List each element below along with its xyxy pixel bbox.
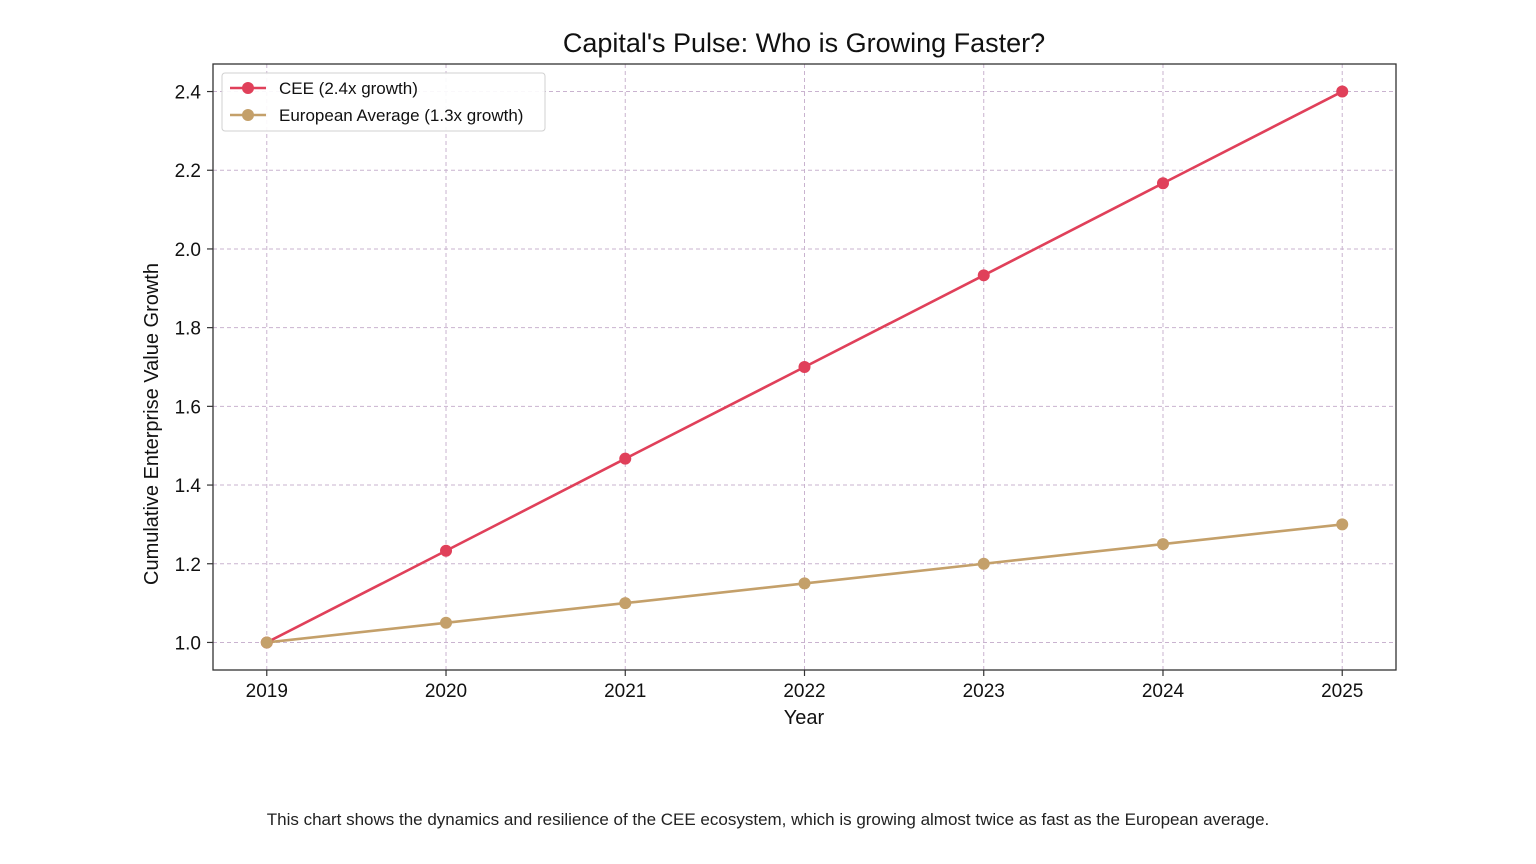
x-tick-label: 2024 [1142,681,1185,702]
data-point-cee [1156,177,1169,190]
x-tick-label: 2023 [963,681,1005,702]
y-tick-label: 1.2 [175,555,201,576]
data-point-european-average [977,557,990,570]
data-point-european-average [619,597,632,610]
data-point-european-average [798,577,811,590]
legend-marker [242,109,254,121]
legend-label: European Average (1.3x growth) [279,106,523,125]
x-tick-label: 2019 [246,681,288,702]
y-tick-label: 2.2 [175,161,201,182]
data-point-cee [440,544,453,557]
y-tick-label: 1.4 [175,476,202,497]
y-tick-label: 1.6 [175,397,201,418]
data-point-cee [1336,85,1349,98]
chart-caption: This chart shows the dynamics and resili… [266,810,1270,829]
data-point-european-average [260,636,273,649]
y-axis-label: Cumulative Enterprise Value Growth [141,263,163,585]
data-point-cee [798,361,811,373]
y-tick-label: 1.0 [175,633,201,654]
data-point-european-average [440,616,453,629]
data-point-european-average [1336,518,1349,531]
y-tick-label: 2.4 [175,83,202,104]
y-tick-label: 1.8 [175,319,201,340]
legend-label: CEE (2.4x growth) [279,79,418,98]
x-tick-label: 2020 [425,681,467,702]
y-tick-label: 2.0 [175,240,201,261]
axes: 2019 2020 2021 2022 2023 2024 2025 1.0 1.2 1.4 1.6… [175,63,1397,702]
series-lines [260,85,1349,649]
data-point-cee [977,269,990,282]
chart-title: Capital's Pulse: Who is Growing Faster? [563,28,1045,58]
data-point-cee [619,452,632,465]
legend-box [221,72,546,132]
x-tick-label: 2025 [1321,681,1363,702]
legend: CEE (2.4x growth) European Average (1.3x … [221,72,546,132]
x-axis-label: Year [784,707,825,729]
data-point-european-average [1156,538,1169,551]
legend-marker [242,82,254,94]
x-tick-label: 2021 [604,681,646,702]
x-tick-label: 2022 [783,681,825,702]
